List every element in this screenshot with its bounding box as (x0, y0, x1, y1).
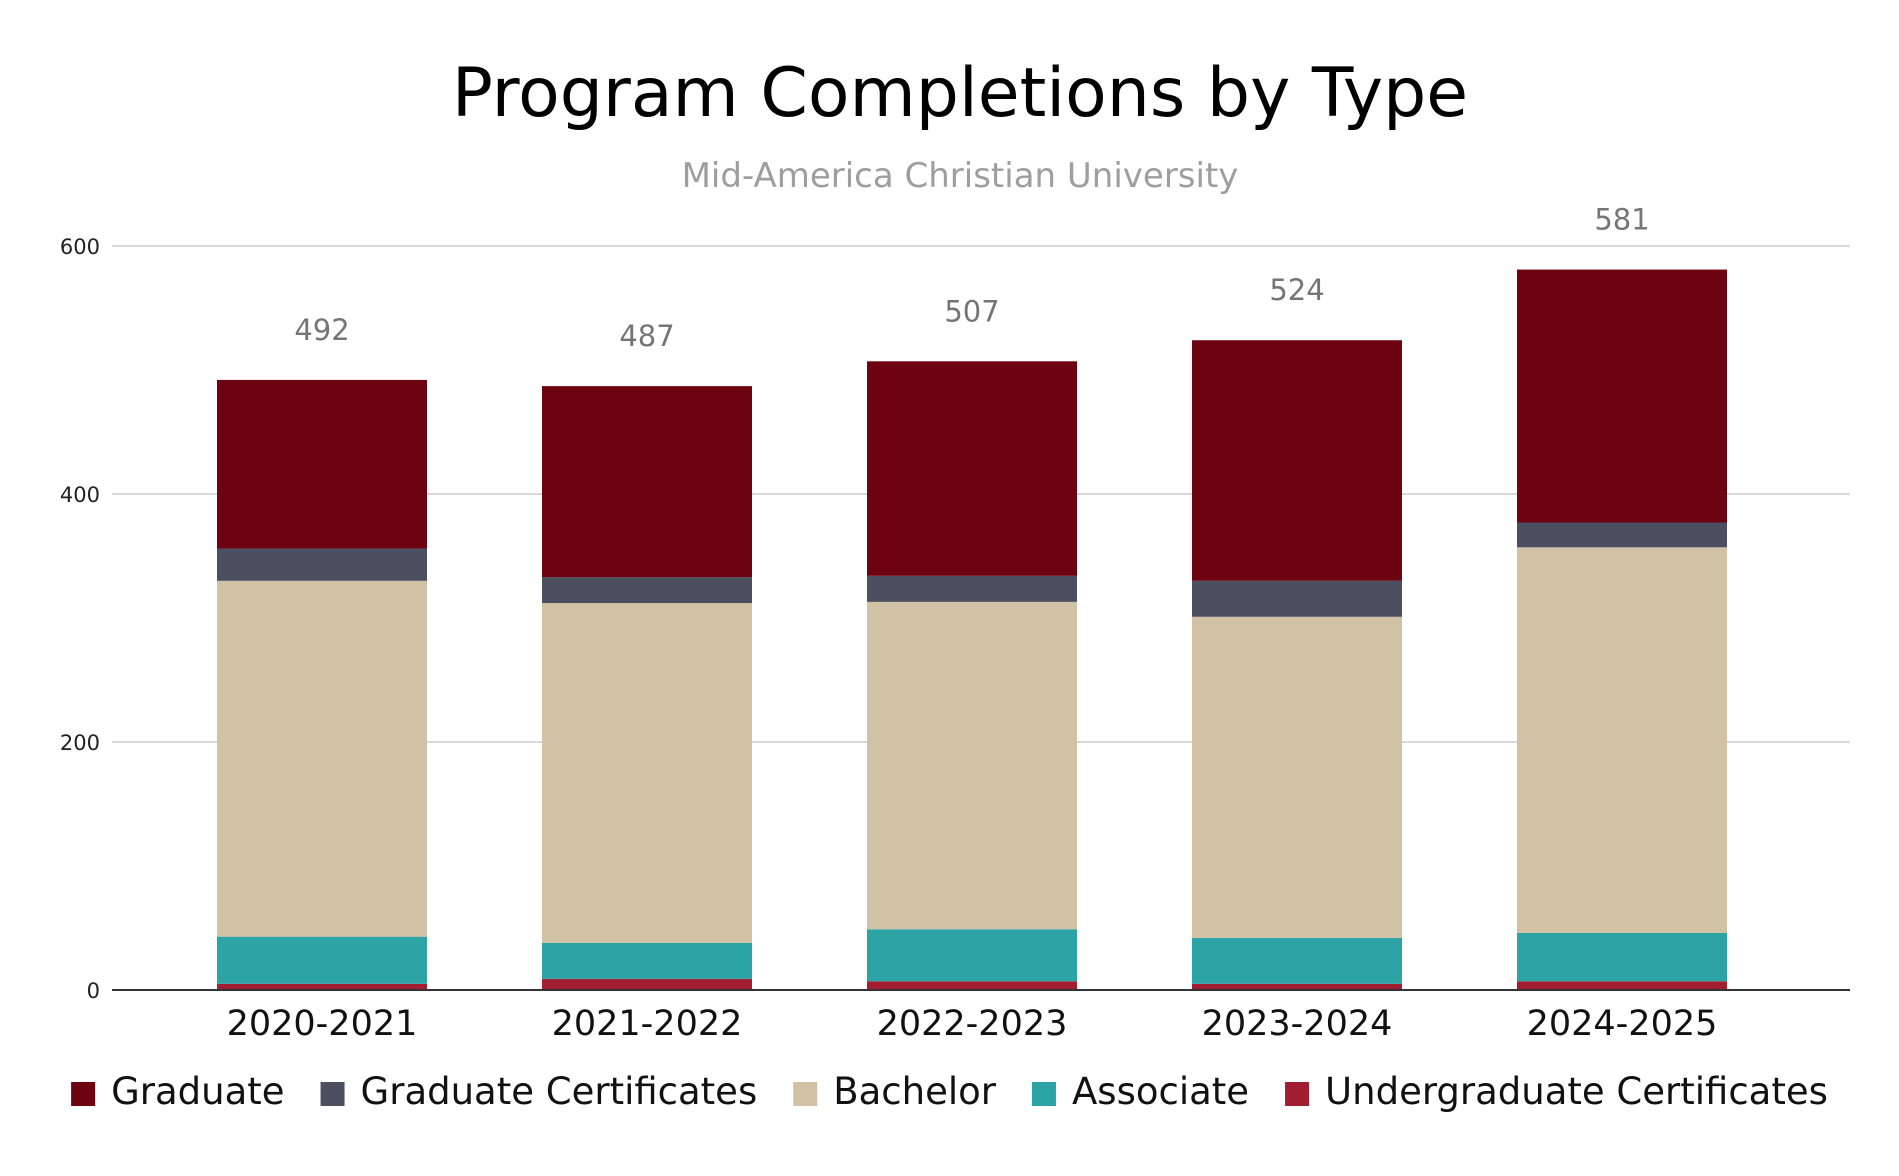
bar-segment-graduate-certificates (1517, 522, 1727, 548)
x-tick-label: 2020-2021 (227, 1004, 418, 1044)
bar-segment-undergraduate-certificates (867, 981, 1077, 990)
total-label: 487 (619, 319, 674, 353)
bar-segment-associate (542, 942, 752, 979)
total-label: 524 (1269, 273, 1324, 307)
x-tick-label: 2022-2023 (877, 1004, 1068, 1044)
bar-segment-undergraduate-certificates (217, 983, 427, 990)
total-label: 581 (1594, 203, 1649, 237)
bar-segment-graduate-certificates (217, 548, 427, 581)
legend-swatch (71, 1082, 96, 1106)
bar-segment-bachelor (542, 603, 752, 943)
legend-swatch (1031, 1082, 1056, 1106)
total-label: 492 (294, 313, 349, 347)
bar-segment-graduate-certificates (1192, 580, 1402, 617)
bar-segment-bachelor (217, 580, 427, 937)
y-tick-label: 0 (87, 979, 100, 1003)
legend-swatch (1285, 1082, 1310, 1106)
legend-item: Associate (1031, 1070, 1249, 1113)
bar-segment-undergraduate-certificates (1517, 981, 1727, 990)
legend-label: Graduate Certificates (361, 1070, 758, 1113)
bar-segment-graduate (867, 361, 1077, 576)
bar-segment-bachelor (867, 601, 1077, 930)
legend-item: Undergraduate Certificates (1285, 1070, 1828, 1113)
y-tick-label: 600 (60, 235, 100, 259)
y-axis: 0 200 400 600 (60, 235, 100, 1003)
bar-segment-graduate (542, 386, 752, 578)
y-tick-label: 400 (60, 483, 100, 507)
bar-segment-associate (867, 929, 1077, 982)
legend: Graduate Graduate Certificates Bachelor Ass… (71, 1070, 1828, 1113)
legend-item: Graduate Certificates (320, 1070, 758, 1113)
legend-swatch (793, 1082, 818, 1106)
x-tick-label: 2024-2025 (1527, 1004, 1718, 1044)
bar-segment-graduate (1517, 269, 1727, 523)
legend-label: Undergraduate Certificates (1325, 1070, 1828, 1113)
total-labels: 492 487 507 524 581 (294, 203, 1649, 354)
bar-segment-graduate (217, 379, 427, 549)
bar-segment-associate (1192, 937, 1402, 984)
bars (217, 269, 1727, 990)
legend-item: Graduate (71, 1070, 285, 1113)
bar-segment-undergraduate-certificates (542, 978, 752, 990)
bar-segment-graduate (1192, 340, 1402, 581)
x-tick-label: 2023-2024 (1202, 1004, 1393, 1044)
legend-label: Bachelor (833, 1070, 997, 1113)
chart-title: Program Completions by Type (452, 54, 1468, 133)
x-axis: 2020-2021 2021-2022 2022-2023 2023-2024 2024… (112, 989, 1850, 1044)
bar-segment-bachelor (1517, 547, 1727, 933)
chart-subtitle: Mid-America Christian University (682, 156, 1239, 196)
legend-swatch (320, 1082, 345, 1106)
total-label: 507 (944, 294, 999, 328)
legend-item: Bachelor (793, 1070, 997, 1113)
legend-label: Graduate (111, 1070, 284, 1113)
bar-segment-graduate-certificates (542, 577, 752, 604)
bar-segment-undergraduate-certificates (1192, 983, 1402, 990)
bar-segment-associate (1517, 932, 1727, 982)
y-tick-label: 200 (60, 731, 100, 755)
bar-segment-associate (217, 936, 427, 984)
bar-segment-graduate-certificates (867, 575, 1077, 602)
x-tick-label: 2021-2022 (552, 1004, 743, 1044)
bar-segment-bachelor (1192, 616, 1402, 938)
legend-label: Associate (1072, 1070, 1249, 1113)
